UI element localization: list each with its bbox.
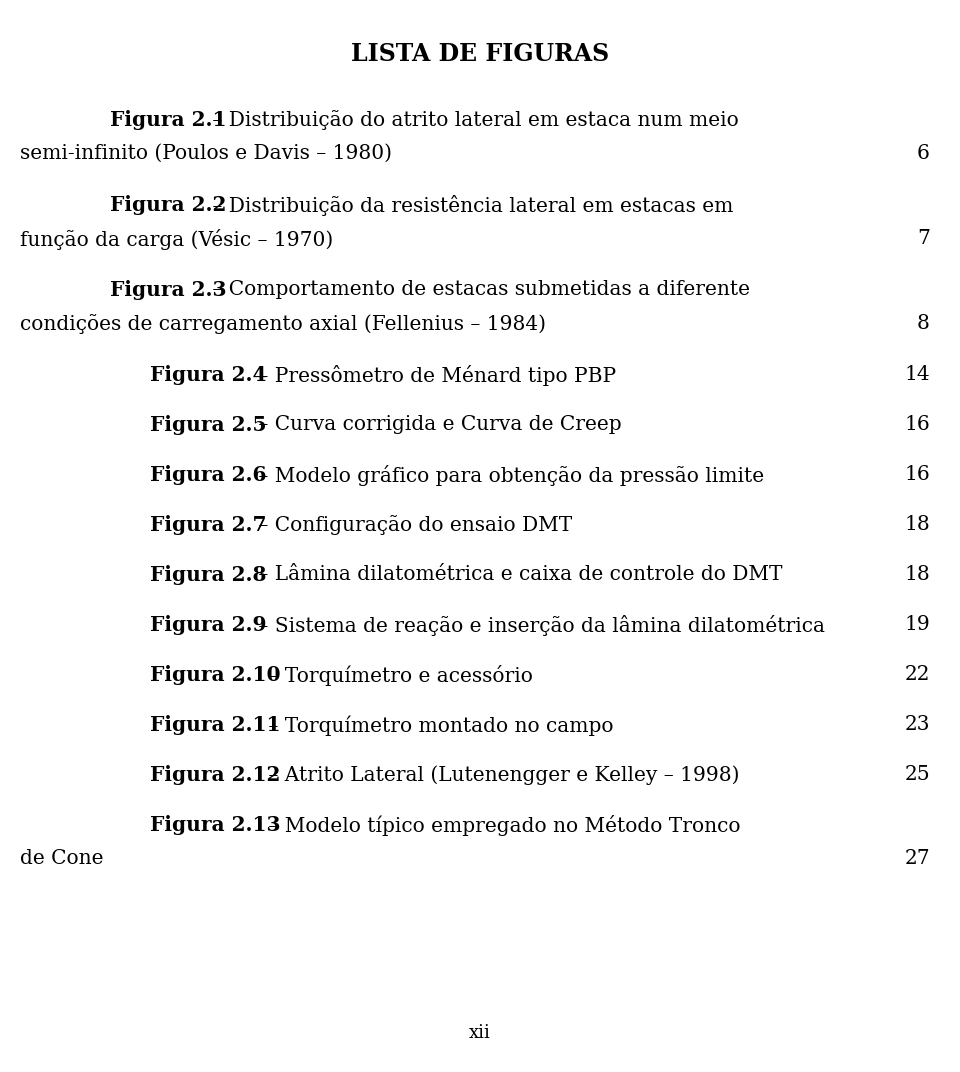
- Text: Figura 2.2: Figura 2.2: [110, 195, 227, 215]
- Text: Figura 2.9: Figura 2.9: [150, 615, 267, 635]
- Text: 27: 27: [904, 849, 930, 868]
- Text: xii: xii: [469, 1024, 491, 1042]
- Text: 16: 16: [904, 465, 930, 483]
- Text: LISTA DE FIGURAS: LISTA DE FIGURAS: [351, 42, 609, 66]
- Text: condições de carregamento axial (Fellenius – 1984): condições de carregamento axial (Felleni…: [20, 314, 546, 334]
- Text: – Modelo gráfico para obtenção da pressão limite: – Modelo gráfico para obtenção da pressã…: [252, 465, 764, 486]
- Text: 18: 18: [904, 565, 930, 584]
- Text: 14: 14: [904, 364, 930, 384]
- Text: Figura 2.10: Figura 2.10: [150, 665, 280, 685]
- Text: – Sistema de reação e inserção da lâmina dilatométrica: – Sistema de reação e inserção da lâmina…: [252, 615, 825, 636]
- Text: Figura 2.7: Figura 2.7: [150, 515, 267, 535]
- Text: Figura 2.5: Figura 2.5: [150, 415, 267, 435]
- Text: 6: 6: [917, 144, 930, 163]
- Text: – Torquímetro montado no campo: – Torquímetro montado no campo: [262, 715, 613, 735]
- Text: Figura 2.11: Figura 2.11: [150, 715, 280, 735]
- Text: 25: 25: [904, 765, 930, 784]
- Text: – Pressômetro de Ménard tipo PBP: – Pressômetro de Ménard tipo PBP: [252, 364, 616, 386]
- Text: – Modelo típico empregado no Método Tronco: – Modelo típico empregado no Método Tron…: [262, 815, 740, 836]
- Text: 8: 8: [917, 314, 930, 333]
- Text: 19: 19: [904, 615, 930, 634]
- Text: 23: 23: [904, 715, 930, 734]
- Text: Figura 2.13: Figura 2.13: [150, 815, 280, 835]
- Text: – Distribuição do atrito lateral em estaca num meio: – Distribuição do atrito lateral em esta…: [206, 110, 739, 130]
- Text: 7: 7: [917, 229, 930, 248]
- Text: Figura 2.6: Figura 2.6: [150, 465, 267, 485]
- Text: semi-infinito (Poulos e Davis – 1980): semi-infinito (Poulos e Davis – 1980): [20, 144, 392, 163]
- Text: – Comportamento de estacas submetidas a diferente: – Comportamento de estacas submetidas a …: [206, 280, 750, 299]
- Text: de Cone: de Cone: [20, 849, 104, 868]
- Text: – Configuração do ensaio DMT: – Configuração do ensaio DMT: [252, 515, 572, 535]
- Text: Figura 2.1: Figura 2.1: [110, 110, 227, 130]
- Text: – Lâmina dilatométrica e caixa de controle do DMT: – Lâmina dilatométrica e caixa de contro…: [252, 565, 782, 584]
- Text: 22: 22: [904, 665, 930, 684]
- Text: – Atrito Lateral (Lutenengger e Kelley – 1998): – Atrito Lateral (Lutenengger e Kelley –…: [262, 765, 739, 785]
- Text: – Curva corrigida e Curva de Creep: – Curva corrigida e Curva de Creep: [252, 415, 622, 434]
- Text: – Torquímetro e acessório: – Torquímetro e acessório: [262, 665, 533, 686]
- Text: Figura 2.8: Figura 2.8: [150, 565, 267, 585]
- Text: Figura 2.4: Figura 2.4: [150, 364, 267, 385]
- Text: Figura 2.3: Figura 2.3: [110, 280, 227, 300]
- Text: função da carga (Vésic – 1970): função da carga (Vésic – 1970): [20, 229, 333, 250]
- Text: – Distribuição da resistência lateral em estacas em: – Distribuição da resistência lateral em…: [206, 195, 733, 215]
- Text: 16: 16: [904, 415, 930, 434]
- Text: 18: 18: [904, 515, 930, 534]
- Text: Figura 2.12: Figura 2.12: [150, 765, 280, 785]
